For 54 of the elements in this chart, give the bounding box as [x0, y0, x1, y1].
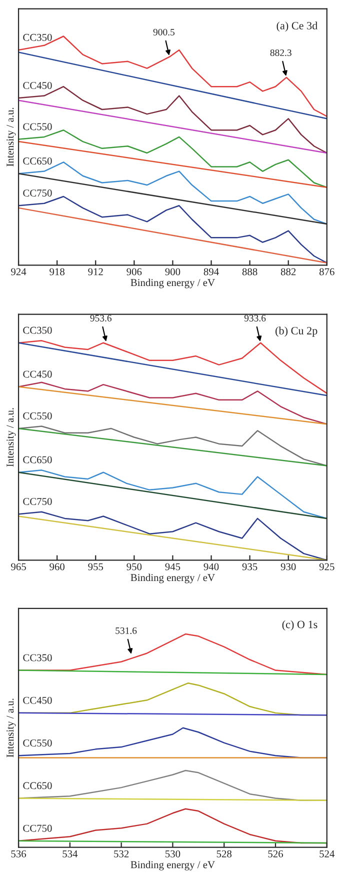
x-tick-label: 912: [88, 268, 103, 276]
x-tick-label: 528: [216, 850, 232, 858]
series-label: CC750: [23, 824, 52, 832]
series-label: CC450: [23, 370, 52, 378]
x-tick-label: 906: [126, 268, 142, 276]
x-tick-label: 930: [280, 563, 296, 570]
series-label: CC350: [23, 654, 52, 662]
series-label: CC550: [23, 123, 52, 130]
x-tick-label: 534: [62, 850, 78, 858]
x-tick-label: 960: [50, 563, 64, 570]
x-axis-title: Binding energy / eV: [130, 860, 215, 870]
series-label: CC650: [23, 782, 52, 790]
x-axis-title: Binding energy / eV: [130, 278, 215, 288]
y-axis-title: Intensity / a.u.: [6, 108, 16, 166]
x-tick-label: 894: [204, 268, 219, 276]
series-label: CC350: [23, 326, 52, 334]
annotation: 900.5: [153, 28, 175, 36]
x-tick-label: 900: [165, 268, 180, 276]
y-axis-title: Intensity / a.u.: [6, 698, 16, 758]
x-tick-label: 945: [165, 563, 180, 570]
x-tick-label: 530: [166, 850, 180, 858]
x-tick-label: 940: [204, 563, 219, 570]
x-axis-title: Binding energy / eV: [130, 574, 215, 584]
x-tick-label: 526: [268, 850, 283, 858]
x-tick-label: 965: [11, 563, 26, 570]
annotation: 933.6: [244, 314, 266, 322]
x-tick-label: 882: [280, 268, 296, 276]
x-tick-label: 524: [320, 850, 335, 858]
x-tick-label: 924: [11, 268, 26, 276]
text: (b) Cu 2p: [276, 326, 318, 337]
x-tick-label: 935: [242, 563, 258, 570]
series-label: CC550: [23, 412, 52, 420]
annotation: 953.6: [90, 314, 112, 322]
text: (a) Ce 3d: [276, 22, 318, 32]
series-label: CC750: [23, 190, 52, 197]
series-label: CC650: [23, 456, 52, 464]
x-tick-label: 950: [126, 563, 142, 570]
series-label: CC450: [23, 82, 52, 89]
x-tick-label: 955: [88, 563, 104, 570]
series-label: CC550: [23, 739, 52, 747]
text: (c) O 1s: [282, 620, 318, 630]
x-tick-label: 532: [114, 850, 129, 858]
x-tick-label: 918: [50, 268, 64, 276]
series-label: CC750: [23, 498, 52, 506]
annotation: 882.3: [270, 49, 292, 56]
x-tick-label: 888: [242, 268, 258, 276]
y-axis-title: Intensity / a.u.: [6, 408, 16, 467]
series-label: CC450: [23, 696, 52, 704]
series-label: CC350: [23, 34, 52, 41]
annotation: 531.6: [116, 627, 137, 634]
x-tick-label: 925: [319, 563, 334, 570]
x-tick-label: 876: [319, 268, 334, 276]
x-tick-label: 536: [11, 850, 26, 858]
series-label: CC650: [23, 158, 52, 165]
